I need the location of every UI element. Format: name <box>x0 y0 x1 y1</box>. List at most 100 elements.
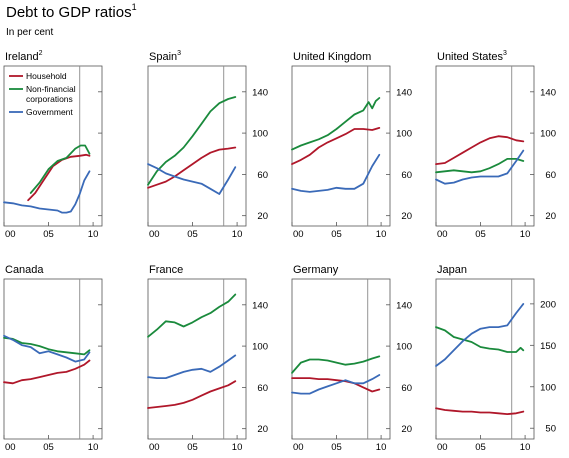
series-line-non-financial-corporations <box>29 144 91 194</box>
series-line-government <box>435 149 525 185</box>
y-tick-label: 100 <box>252 342 268 353</box>
legend-label: Non-financial <box>26 84 76 94</box>
panel-japan: Japan 00 05 10 50 100 150 200 <box>435 264 556 453</box>
x-tick-label: 05 <box>331 442 342 453</box>
y-tick-label: 60 <box>257 383 268 394</box>
y-tick-label: 100 <box>540 129 556 140</box>
panel-ireland: Ireland2 00 05 10 Household Non-financialcorp… <box>3 50 103 240</box>
y-tick-label: 20 <box>545 211 556 222</box>
y-tick-label: 60 <box>401 170 412 181</box>
x-tick-label: 05 <box>475 442 486 453</box>
y-tick-label: 60 <box>545 170 556 181</box>
series-line-government <box>3 334 91 363</box>
panel-frame <box>435 278 535 440</box>
series-line-non-financial-corporations <box>147 96 237 186</box>
series-line-government <box>147 354 237 380</box>
x-tick-label: 05 <box>331 229 342 240</box>
y-tick-label: 60 <box>401 383 412 394</box>
series-line-household <box>147 380 237 409</box>
panel-frame <box>291 65 391 227</box>
x-tick-label: 10 <box>88 229 99 240</box>
panel-germany: Germany 00 05 10 20 60 100 140 <box>291 264 412 453</box>
x-tick-label: 00 <box>5 442 16 453</box>
series-line-government <box>147 163 237 195</box>
legend-label: Household <box>26 71 67 81</box>
series-line-non-financial-corporations <box>291 355 381 374</box>
y-tick-label: 20 <box>401 424 412 435</box>
series-line-non-financial-corporations <box>3 336 91 356</box>
x-tick-label: 00 <box>149 442 160 453</box>
panel-frame <box>3 278 103 440</box>
y-tick-label: 100 <box>252 129 268 140</box>
y-tick-label: 100 <box>540 382 556 393</box>
y-tick-label: 140 <box>396 300 412 311</box>
title-footnote-marker: 1 <box>131 2 137 12</box>
x-tick-label: 10 <box>232 442 243 453</box>
panel-title: Ireland2 <box>5 50 43 63</box>
x-tick-label: 00 <box>149 229 160 240</box>
x-tick-label: 05 <box>475 229 486 240</box>
series-line-non-financial-corporations <box>147 293 237 338</box>
x-tick-label: 10 <box>520 442 531 453</box>
chart-title: Debt to GDP ratios1 <box>6 2 137 21</box>
x-tick-label: 05 <box>43 442 54 453</box>
y-tick-label: 140 <box>540 87 556 98</box>
panel-frame <box>435 65 535 227</box>
panel-frame <box>3 65 103 227</box>
series-line-non-financial-corporations <box>435 326 525 353</box>
x-tick-label: 05 <box>43 229 54 240</box>
x-tick-label: 10 <box>376 229 387 240</box>
panel-title: Japan <box>437 264 467 276</box>
series-line-household <box>147 146 237 189</box>
x-tick-label: 00 <box>437 229 448 240</box>
chart-subtitle: In per cent <box>6 27 54 38</box>
y-tick-label: 140 <box>252 87 268 98</box>
series-line-household <box>435 407 525 416</box>
y-tick-label: 150 <box>540 341 556 352</box>
y-tick-label: 140 <box>396 87 412 98</box>
y-tick-label: 20 <box>257 211 268 222</box>
x-tick-label: 05 <box>187 442 198 453</box>
y-tick-label: 100 <box>396 342 412 353</box>
x-tick-label: 00 <box>293 442 304 453</box>
y-tick-label: 20 <box>401 211 412 222</box>
x-tick-label: 00 <box>437 442 448 453</box>
panel-united-states: United States3 00 05 10 20 60 100 140 <box>435 50 556 240</box>
series-line-non-financial-corporations <box>291 97 381 151</box>
y-tick-label: 140 <box>252 300 268 311</box>
panel-title: United Kingdom <box>293 51 371 63</box>
y-tick-label: 50 <box>545 424 556 435</box>
legend-label: Government <box>26 107 73 117</box>
x-tick-label: 05 <box>187 229 198 240</box>
x-tick-label: 00 <box>5 229 16 240</box>
series-line-government <box>291 153 381 193</box>
panel-frame <box>291 278 391 440</box>
panel-spain: Spain3 00 05 10 20 60 100 140 <box>147 50 268 240</box>
panel-title: Germany <box>293 264 339 276</box>
series-line-government <box>3 170 91 214</box>
x-tick-label: 10 <box>520 229 531 240</box>
series-line-household <box>291 127 381 166</box>
y-tick-label: 100 <box>396 129 412 140</box>
panel-title: United States3 <box>437 50 507 63</box>
series-line-household <box>435 135 525 166</box>
series-line-government <box>435 302 525 367</box>
y-tick-label: 20 <box>257 424 268 435</box>
panel-frame <box>147 278 247 440</box>
series-line-household <box>291 377 381 393</box>
panel-title: Spain3 <box>149 50 181 63</box>
panel-title: Canada <box>5 264 44 276</box>
panel-united-kingdom: United Kingdom 00 05 10 20 60 100 140 <box>291 51 412 240</box>
series-line-government <box>291 374 381 395</box>
x-tick-label: 10 <box>88 442 99 453</box>
y-tick-label: 200 <box>540 299 556 310</box>
series-line-household <box>3 359 91 385</box>
y-tick-label: 60 <box>257 170 268 181</box>
x-tick-label: 10 <box>232 229 243 240</box>
x-tick-label: 00 <box>293 229 304 240</box>
x-tick-label: 10 <box>376 442 387 453</box>
panel-france: France 00 05 10 20 60 100 140 <box>147 264 268 453</box>
panel-canada: Canada 00 05 10 <box>3 264 103 453</box>
